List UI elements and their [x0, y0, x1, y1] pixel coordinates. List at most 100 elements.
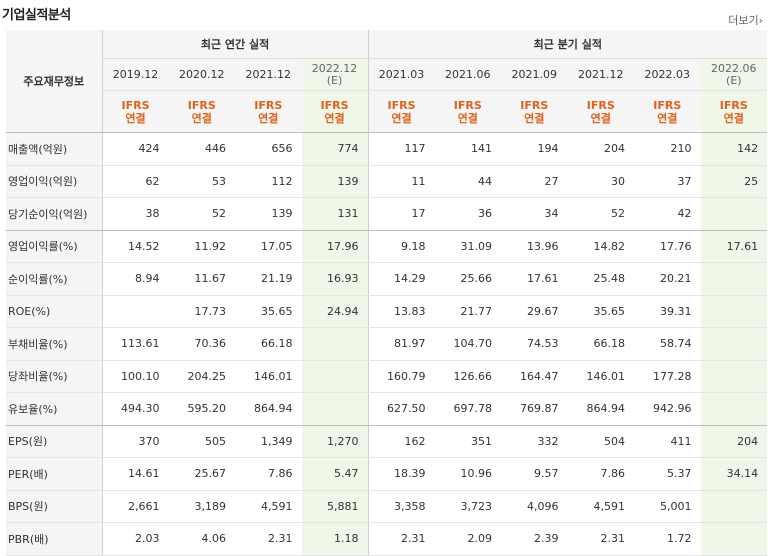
- period-label: 2022.03: [644, 68, 691, 81]
- value-cell: [301, 360, 369, 393]
- value-cell: 160.79: [368, 360, 435, 393]
- value-cell: 21.19: [235, 262, 302, 296]
- basis-header: IFRS 연결: [700, 90, 768, 133]
- value-cell: 24.94: [301, 295, 369, 328]
- value-cell: 27: [501, 165, 568, 198]
- period-header: 2021.12: [235, 58, 302, 91]
- period-label: 2021.12: [578, 68, 624, 81]
- value-cell: 3,723: [434, 490, 502, 523]
- row-label: PER(배): [6, 457, 103, 491]
- value-cell: 141: [434, 132, 502, 166]
- table-row: PBR(배) 2.03 4.06 2.31 1.18 2.31 2.09 2.39 2.31 1.…: [6, 522, 768, 556]
- value-cell: 14.61: [102, 457, 169, 491]
- value-cell: 9.57: [501, 457, 568, 491]
- value-cell: 424: [102, 132, 169, 166]
- basis-consolidation: 연결: [524, 111, 545, 125]
- basis-header-row: IFRS 연결 IFRS 연결 IFRS 연결 IFRS 연결 IFRS 연결 IFRS 연결 IFRS…: [6, 90, 768, 133]
- value-cell: 4.06: [168, 522, 235, 556]
- value-cell: 14.52: [102, 230, 169, 263]
- period-header-row: 2019.12 2020.12 2021.12 2022.12 (E) 2021.03 20…: [6, 58, 768, 91]
- value-cell: 9.18: [368, 230, 435, 263]
- value-cell: 58.74: [634, 327, 701, 361]
- row-label: 매출액(억원): [6, 132, 103, 166]
- value-cell: 210: [634, 132, 701, 166]
- value-cell: 3,189: [168, 490, 235, 523]
- value-cell: 3,358: [368, 490, 435, 523]
- value-cell: 177.28: [634, 360, 701, 393]
- table-body: 매출액(억원) 424 446 656 774 117 141 194 204 210 142 영업이…: [6, 132, 768, 556]
- basis-consolidation: 연결: [723, 111, 744, 125]
- value-cell: [700, 360, 768, 393]
- basis-standard: IFRS: [121, 98, 150, 112]
- table-row: BPS(원) 2,661 3,189 4,591 5,881 3,358 3,723 4,09…: [6, 490, 768, 523]
- more-link[interactable]: 더보기›: [728, 12, 763, 28]
- value-cell: 38: [102, 197, 169, 231]
- period-header: 2021.12: [567, 58, 635, 91]
- value-cell: [700, 490, 768, 523]
- value-cell: 5,881: [301, 490, 369, 523]
- period-header: 2021.06: [434, 58, 502, 91]
- table-row: 순이익률(%) 8.94 11.67 21.19 16.93 14.29 25.66 17.6…: [6, 262, 768, 296]
- basis-standard: IFRS: [653, 98, 682, 112]
- basis-standard: IFRS: [719, 98, 748, 112]
- value-cell: 1.18: [301, 522, 369, 556]
- basis-header: IFRS 연결: [368, 90, 435, 133]
- value-cell: 17.76: [634, 230, 701, 263]
- table-row: EPS(원) 370 505 1,349 1,270 162 351 332 504 411 204: [6, 425, 768, 458]
- value-cell: 494.30: [102, 392, 169, 426]
- value-cell: 332: [501, 425, 568, 458]
- basis-header: IFRS 연결: [567, 90, 635, 133]
- table-row: 부채비율(%) 113.61 70.36 66.18 81.97 104.70 74.53 6…: [6, 327, 768, 361]
- row-label: BPS(원): [6, 490, 103, 523]
- value-cell: 8.94: [102, 262, 169, 296]
- row-label: ROE(%): [6, 295, 103, 328]
- value-cell: 20.21: [634, 262, 701, 296]
- table-row: PER(배) 14.61 25.67 7.86 5.47 18.39 10.96 9.57 7.…: [6, 457, 768, 491]
- value-cell: 204.25: [168, 360, 235, 393]
- value-cell: 4,591: [235, 490, 302, 523]
- table-row: 유보율(%) 494.30 595.20 864.94 627.50 697.78 769.…: [6, 392, 768, 426]
- period-label: 2022.12: [311, 61, 358, 75]
- basis-standard: IFRS: [453, 98, 482, 112]
- row-label: PBR(배): [6, 522, 103, 556]
- table-row: 매출액(억원) 424 446 656 774 117 141 194 204 210 142: [6, 132, 768, 166]
- value-cell: 11: [368, 165, 435, 198]
- table-row: 영업이익률(%) 14.52 11.92 17.05 17.96 9.18 31.09 13.…: [6, 230, 768, 263]
- period-header: 2020.12: [168, 58, 235, 91]
- value-cell: 126.66: [434, 360, 502, 393]
- value-cell: 11.92: [168, 230, 235, 263]
- value-cell: 139: [301, 165, 369, 198]
- value-cell: 17.05: [235, 230, 302, 263]
- basis-consolidation: 연결: [125, 111, 146, 125]
- value-cell: 656: [235, 132, 302, 166]
- value-cell: 864.94: [235, 392, 302, 426]
- value-cell: 62: [102, 165, 169, 198]
- basis-standard: IFRS: [387, 98, 416, 112]
- table-row: 당기순이익(억원) 38 52 139 131 17 36 34 52 42: [6, 197, 768, 231]
- value-cell: 204: [567, 132, 635, 166]
- row-label: 유보율(%): [6, 392, 103, 426]
- period-label: 2021.12: [245, 68, 292, 81]
- value-cell: 411: [634, 425, 701, 458]
- basis-header: IFRS 연결: [168, 90, 235, 133]
- value-cell: 100.10: [102, 360, 169, 393]
- basis-header: IFRS 연결: [301, 90, 369, 133]
- value-cell: 194: [501, 132, 568, 166]
- value-cell: 139: [235, 197, 302, 231]
- basis-standard: IFRS: [254, 98, 283, 112]
- table-row: 영업이익(억원) 62 53 112 139 11 44 27 30 37 25: [6, 165, 768, 198]
- period-label: 2022.06: [711, 61, 757, 75]
- value-cell: [700, 392, 768, 426]
- period-header: 2022.06 (E): [700, 58, 768, 91]
- basis-header: IFRS 연결: [102, 90, 169, 133]
- value-cell: 2.31: [235, 522, 302, 556]
- value-cell: 17: [368, 197, 435, 231]
- value-cell: 66.18: [567, 327, 635, 361]
- value-cell: 627.50: [368, 392, 435, 426]
- basis-consolidation: 연결: [590, 111, 611, 125]
- value-cell: 81.97: [368, 327, 435, 361]
- period-label: 2021.06: [445, 68, 491, 81]
- value-cell: 14.29: [368, 262, 435, 296]
- group-quarter-header: 최근 분기 실적: [368, 30, 768, 59]
- value-cell: [301, 327, 369, 361]
